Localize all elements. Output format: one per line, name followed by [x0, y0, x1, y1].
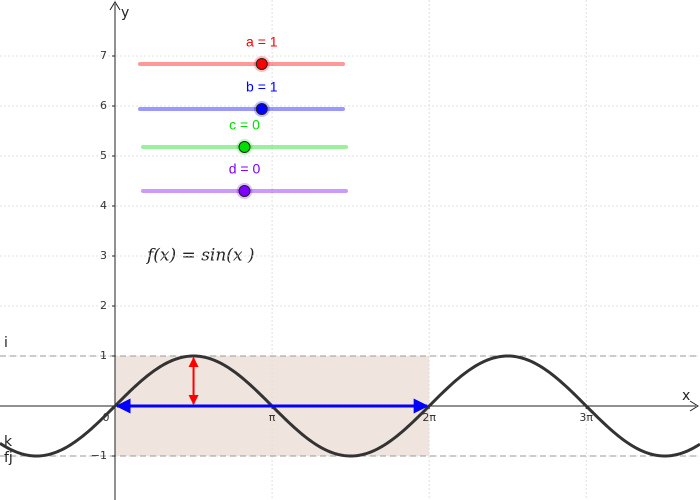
y-tick-label: 4 — [100, 199, 107, 212]
slider-label: c = 0 — [229, 117, 260, 133]
y-tick-label: 3 — [100, 249, 107, 262]
slider-label: a = 1 — [246, 34, 278, 50]
function-text: f(x) = sin(x ) — [145, 246, 255, 266]
y-axis-arrow — [109, 1, 121, 11]
line-label: fj — [4, 450, 13, 466]
slider-knob[interactable] — [255, 58, 268, 70]
slider-knob[interactable] — [238, 141, 251, 153]
line-label: k — [4, 434, 13, 450]
line-label: i — [4, 335, 8, 351]
x-axis-label: x — [682, 388, 690, 404]
y-tick-label: 7 — [100, 49, 107, 62]
x-tick-label: 2π — [422, 411, 436, 424]
y-tick-label: −1 — [91, 449, 107, 462]
slider-label: b = 1 — [246, 79, 278, 95]
x-tick-label: π — [269, 411, 276, 424]
y-axis-label: y — [121, 5, 129, 21]
x-tick-label: 0 — [103, 411, 110, 424]
y-tick-label: 5 — [100, 149, 107, 162]
y-tick-label: 6 — [100, 99, 107, 112]
slider-knob[interactable] — [238, 185, 251, 197]
x-tick-label: 3π — [579, 411, 593, 424]
x-axis-arrow — [689, 400, 699, 412]
y-tick-label: 2 — [100, 299, 107, 312]
y-tick-label: 1 — [100, 349, 107, 362]
slider-label: d = 0 — [229, 161, 261, 177]
slider-knob[interactable] — [255, 103, 268, 115]
